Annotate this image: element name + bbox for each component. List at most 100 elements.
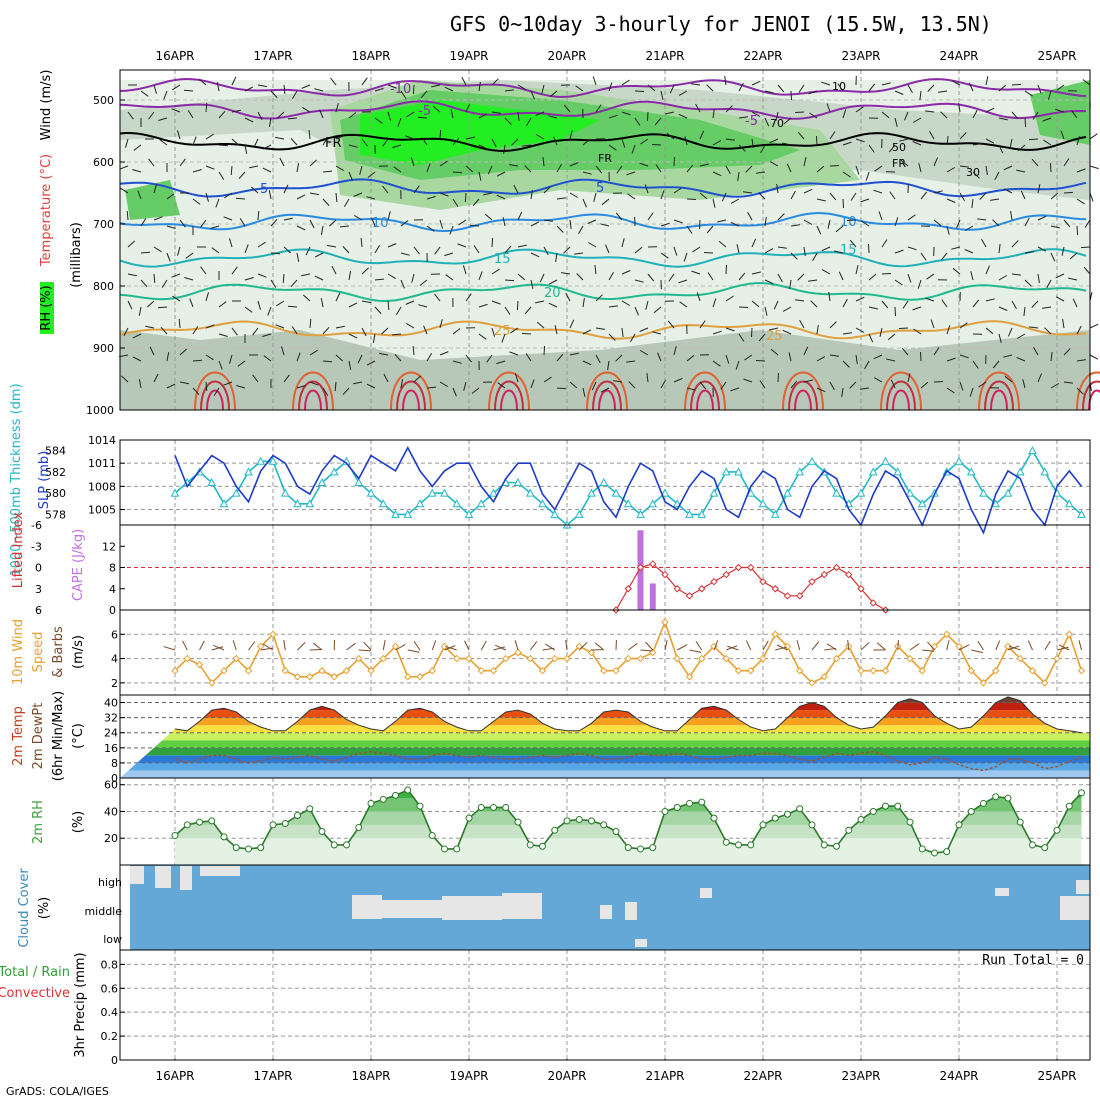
wind-barb: [335, 354, 344, 362]
wind-barb: [925, 297, 935, 302]
wind-grid: [120, 610, 1090, 695]
wind-barb: [640, 138, 649, 145]
bottom-date-label: 25APR: [1037, 1069, 1076, 1083]
wind-barb: [695, 103, 701, 113]
wind-barb: [457, 243, 467, 248]
wind-speed-point: [1004, 642, 1012, 651]
wind-speed-point: [832, 654, 841, 663]
wind-barb: [205, 102, 208, 113]
wind-barb: [522, 144, 532, 147]
rh-point: [722, 838, 730, 846]
wind-barb: [751, 138, 754, 148]
thickness-point: [219, 499, 229, 508]
wind-barb: [496, 171, 506, 177]
wind-barb: [491, 111, 501, 114]
wind-speed-point: [698, 654, 706, 663]
wind-barb: [413, 185, 420, 194]
wind-barb: [504, 245, 512, 254]
wind-barb: [751, 271, 761, 275]
wind-barb: [647, 273, 655, 282]
surface-temp-contour: [684, 371, 726, 411]
wind-barb-10m: [211, 646, 224, 651]
cloud-series: [130, 865, 1090, 950]
wind-barb: [287, 305, 298, 308]
top-date-label: 25APR: [1037, 49, 1076, 63]
wind-barb: [1028, 138, 1039, 141]
wind-barb: [496, 360, 506, 365]
wind-barb: [279, 157, 285, 167]
wind-barb: [1050, 252, 1056, 262]
wind-barb: [946, 325, 951, 335]
bottom-date-label: 20APR: [547, 1069, 586, 1083]
cloud-gap: [502, 893, 542, 919]
rh-point: [441, 845, 448, 853]
wind-barb: [751, 238, 757, 248]
wind-barb: [927, 84, 935, 92]
wind-barb: [140, 279, 148, 288]
wind-barb: [257, 111, 263, 121]
wind-barb: [738, 116, 748, 119]
cape-tick-label: 8: [109, 562, 116, 575]
wind-speed-point: [526, 654, 534, 663]
wind-barb: [881, 300, 889, 309]
wind-barb: [907, 214, 916, 221]
wind-barb: [125, 138, 129, 148]
wind-barb: [465, 354, 472, 363]
wind-barb: [1084, 219, 1091, 228]
wind-barb: [699, 130, 705, 140]
precip-total-label: Total / Rain: [0, 965, 70, 980]
wind-barb: [639, 327, 649, 332]
wind-barb: [764, 90, 774, 94]
wind-barb: [751, 80, 761, 86]
wind-barb: [946, 387, 955, 394]
wind-barb: [309, 219, 315, 229]
wind-barb: [335, 165, 344, 172]
wind-barb: [894, 90, 904, 95]
temperature-contour: [119, 282, 1087, 303]
wind-barb: [452, 171, 463, 174]
wind-barb: [907, 373, 911, 383]
temperature-contour: [119, 212, 1087, 233]
top-date-label: 22APR: [743, 49, 782, 63]
wind-barb: [569, 162, 579, 167]
wind-barb: [465, 165, 474, 173]
wind-barb: [465, 103, 471, 113]
wind-barb: [555, 252, 558, 262]
wind-barb: [912, 306, 922, 311]
wind-barb: [514, 373, 519, 383]
wind-barb: [699, 192, 708, 200]
wind-barb: [1050, 352, 1053, 362]
cloud-gap: [130, 866, 144, 884]
wind-barb: [397, 117, 402, 127]
wind-barb: [850, 192, 857, 201]
wind-barb: [601, 198, 610, 206]
wind-barb: [366, 383, 376, 389]
wind-barb: [348, 302, 358, 308]
pressure-tick-label: 900: [93, 342, 114, 355]
panel-label: Temperature (°C): [39, 154, 54, 267]
surface-temp-contour: [990, 389, 1008, 411]
panel-label: (%): [71, 811, 86, 834]
wind-barb: [231, 138, 240, 146]
wind-barb: [1050, 225, 1060, 229]
wind-barb: [517, 84, 527, 90]
wind-barb: [231, 266, 238, 275]
surface-temp-contour: [592, 380, 622, 411]
wind-barb: [816, 165, 825, 173]
wind-barb: [855, 138, 865, 143]
wind-barb: [712, 171, 722, 177]
temp-line: [174, 696, 1082, 734]
wind-barb: [270, 90, 278, 98]
thickness-point: [770, 509, 780, 518]
wind-barb: [218, 144, 229, 147]
wind-barb-10m: [727, 645, 739, 651]
wind-barb: [1089, 354, 1099, 360]
wind-barb: [257, 210, 260, 221]
thickness-point: [795, 467, 805, 476]
wind-barb: [775, 111, 779, 121]
wind-barb: [582, 171, 592, 175]
wind-barb: [296, 352, 301, 362]
wind-barb: [126, 210, 129, 221]
wind-barb: [319, 109, 324, 119]
wind-barbs: [119, 75, 1099, 398]
